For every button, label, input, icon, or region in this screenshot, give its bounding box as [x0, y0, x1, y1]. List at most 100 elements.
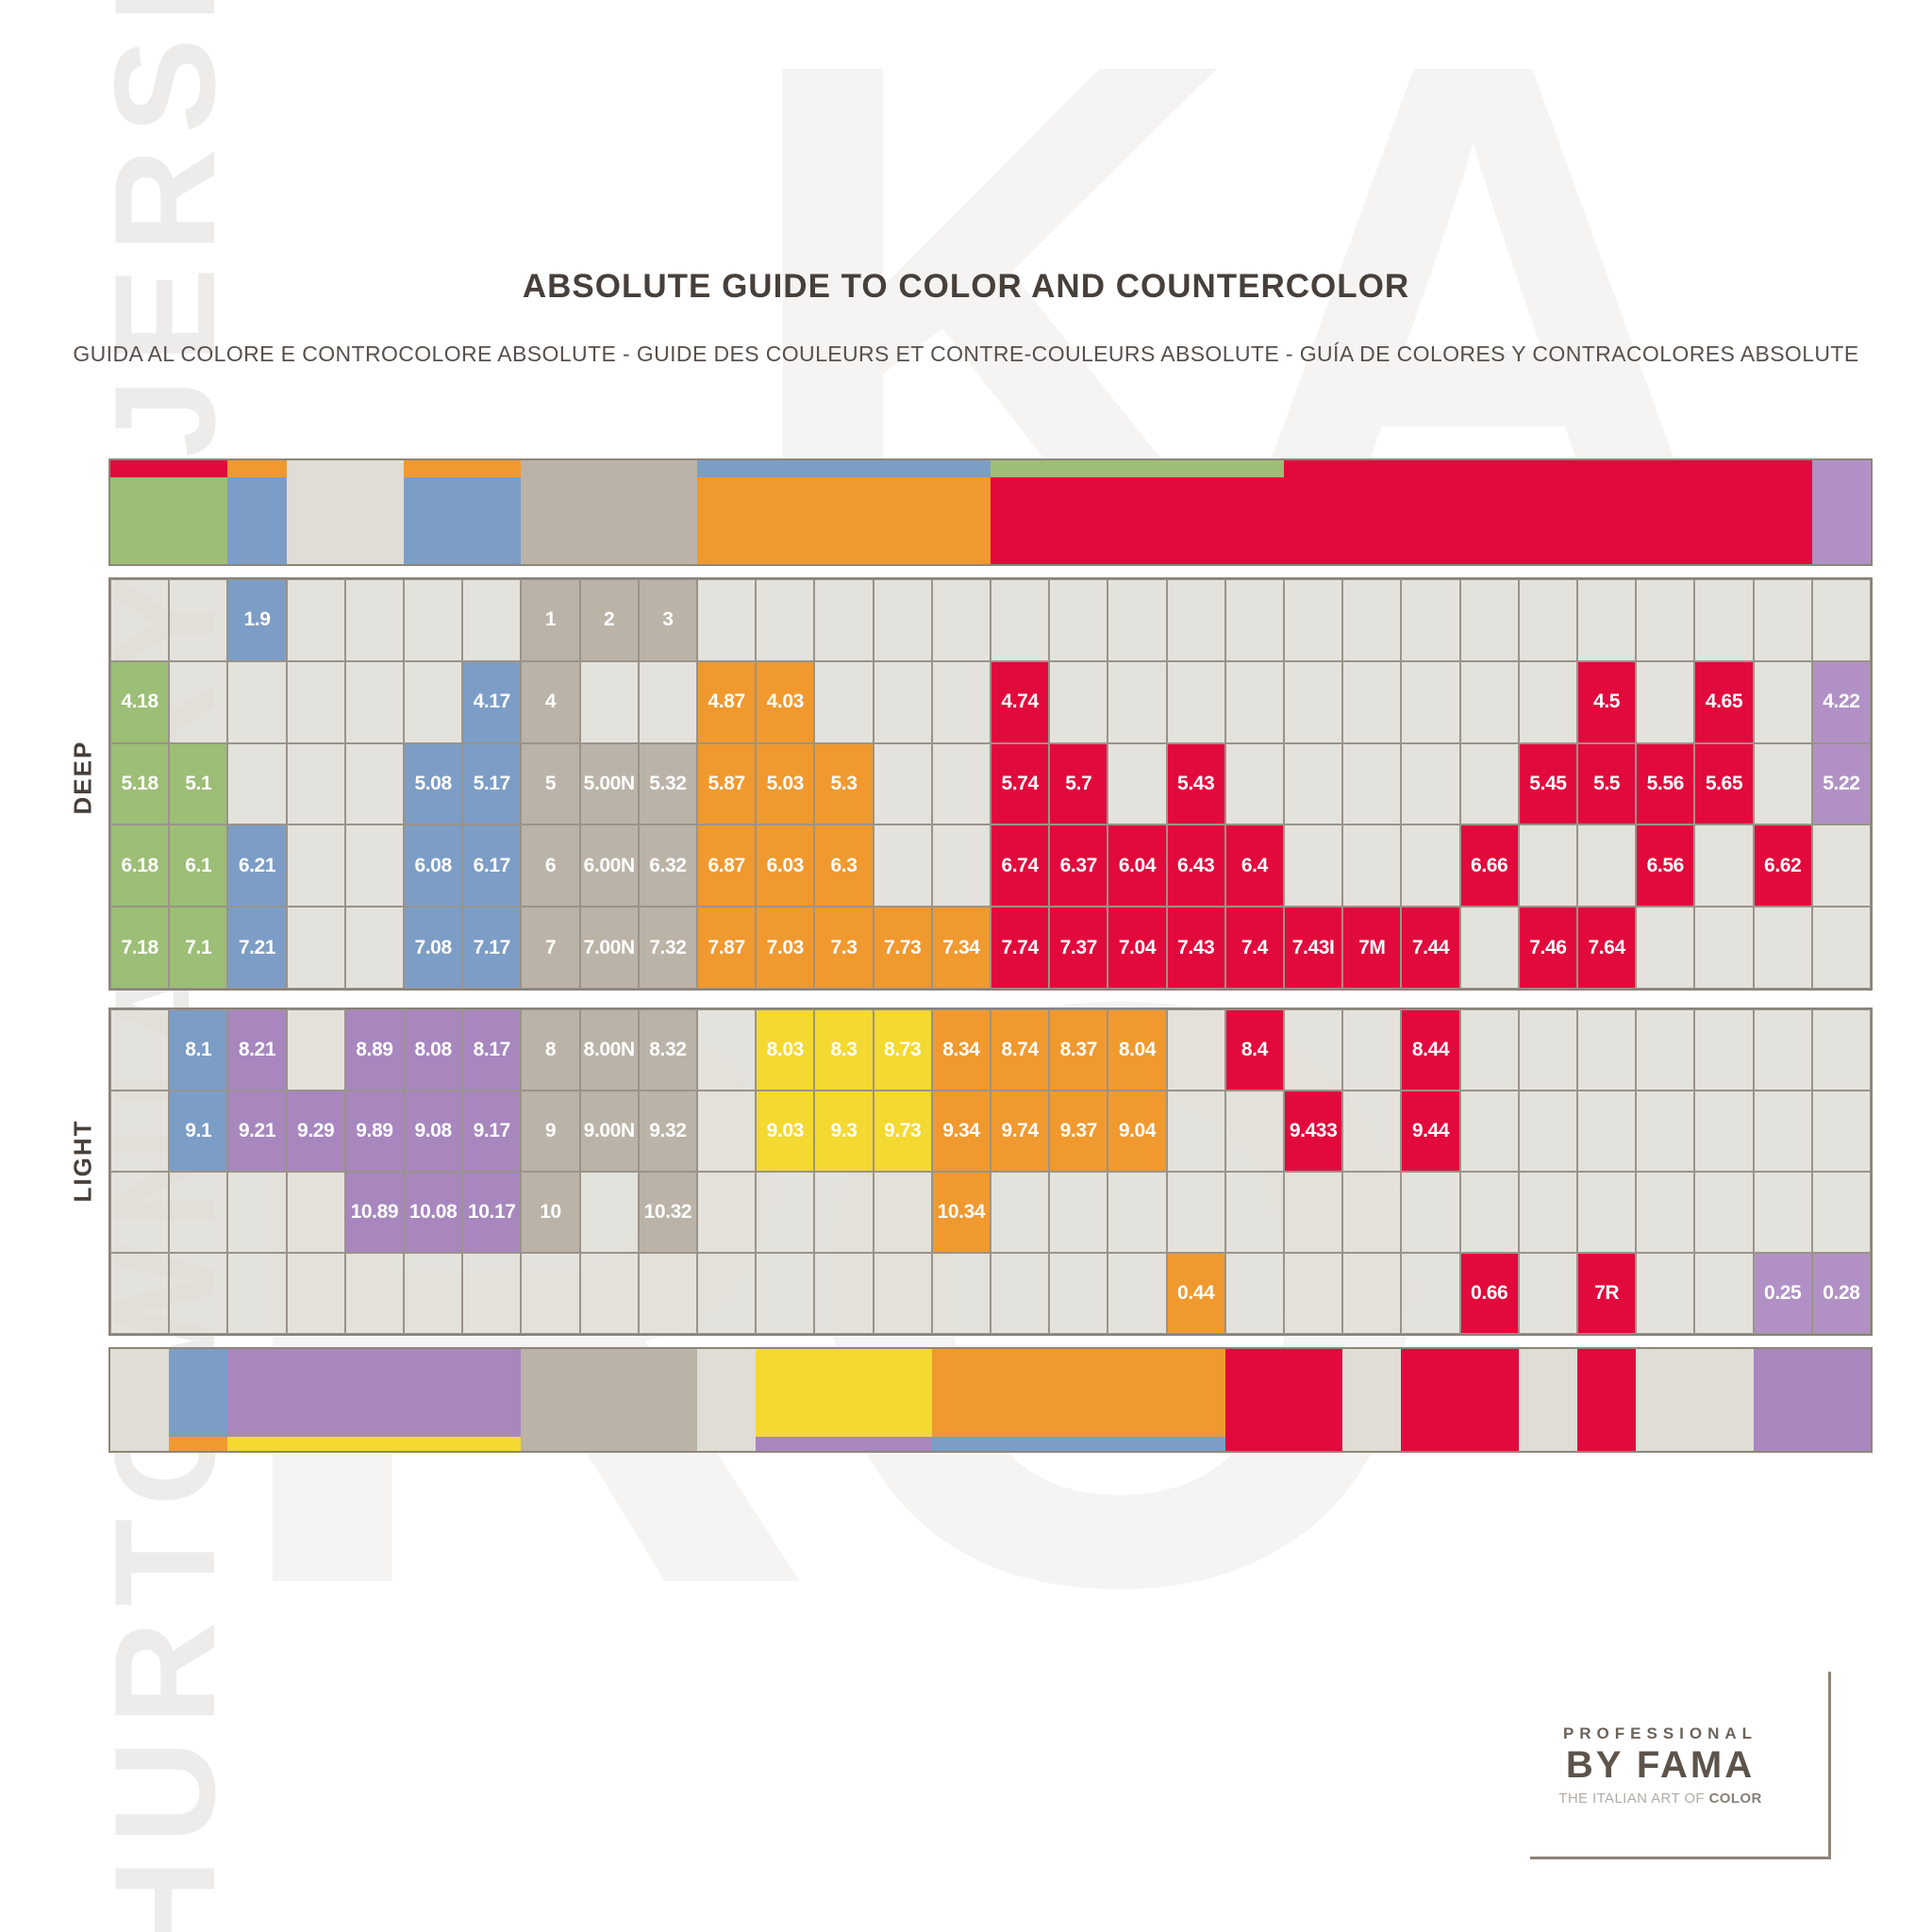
empty-cell — [1694, 1009, 1754, 1091]
color-cell: 5.18 — [110, 742, 170, 825]
color-cell: 9.03 — [756, 1091, 815, 1172]
empty-cell — [521, 1253, 580, 1334]
color-cell: 8.32 — [638, 1009, 697, 1091]
empty-cell — [991, 1253, 1050, 1334]
empty-cell — [1577, 1009, 1637, 1091]
band-main — [227, 1349, 522, 1437]
color-cell: 5 — [521, 742, 580, 825]
color-cell: 9.34 — [931, 1091, 991, 1172]
empty-cell — [462, 579, 522, 661]
empty-cell — [1753, 1009, 1812, 1091]
chart-title: ABSOLUTE GUIDE TO COLOR AND COUNTERCOLOR — [522, 268, 1410, 305]
empty-cell — [814, 1172, 874, 1253]
band-strip — [286, 460, 404, 477]
empty-cell — [286, 1172, 345, 1253]
empty-cell — [1577, 1172, 1637, 1253]
empty-cell — [1459, 1009, 1519, 1091]
empty-cell — [1049, 579, 1108, 661]
empty-cell — [1753, 1091, 1812, 1172]
empty-cell — [579, 1253, 639, 1334]
color-cell: 8.44 — [1401, 1009, 1460, 1091]
empty-cell — [1284, 1009, 1343, 1091]
band-main — [931, 1349, 1225, 1437]
band-strip — [227, 1437, 522, 1451]
band-segment — [1577, 1349, 1637, 1451]
band-main — [1636, 1349, 1754, 1437]
empty-cell — [697, 1253, 757, 1334]
color-cell: 7.03 — [756, 907, 815, 989]
color-cell: 7.46 — [1518, 907, 1577, 989]
color-cell: 7.74 — [991, 907, 1050, 989]
band-strip — [1283, 460, 1812, 477]
empty-cell — [1166, 1172, 1225, 1253]
color-cell: 8.37 — [1049, 1009, 1108, 1091]
empty-cell — [1459, 660, 1519, 743]
color-cell: 6.32 — [638, 824, 697, 908]
empty-cell — [1108, 1172, 1167, 1253]
band-strip — [1518, 1437, 1577, 1451]
band-main — [1283, 477, 1812, 564]
empty-cell — [404, 579, 463, 661]
empty-cell — [1636, 1091, 1695, 1172]
color-cell: 6.00N — [579, 824, 639, 908]
band-segment — [110, 460, 228, 564]
color-cell: 7R — [1577, 1253, 1637, 1334]
color-cell: 7.00N — [579, 907, 639, 989]
color-cell: 9 — [521, 1091, 580, 1172]
band-main — [696, 477, 991, 564]
color-cell: 4.5 — [1577, 660, 1637, 743]
empty-cell — [1401, 660, 1460, 743]
empty-cell — [873, 1253, 932, 1334]
empty-cell — [697, 1091, 757, 1172]
empty-cell — [227, 1253, 287, 1334]
empty-cell — [462, 1253, 522, 1334]
empty-cell — [1166, 579, 1225, 661]
empty-cell — [1753, 1172, 1812, 1253]
color-cell: 5.65 — [1694, 742, 1754, 825]
band-segment — [169, 1349, 228, 1451]
empty-cell — [814, 660, 874, 743]
color-cell: 5.22 — [1811, 742, 1871, 825]
empty-cell — [1811, 1091, 1871, 1172]
color-cell: 0.25 — [1753, 1253, 1812, 1334]
empty-cell — [1577, 1091, 1637, 1172]
empty-cell — [169, 579, 228, 661]
color-cell: 4.03 — [756, 660, 815, 743]
empty-cell — [1401, 742, 1460, 825]
empty-cell — [227, 742, 287, 825]
color-cell: 6.66 — [1459, 824, 1519, 908]
color-cell: 4 — [521, 660, 580, 743]
color-cell: 4.87 — [697, 660, 757, 743]
empty-cell — [1342, 1009, 1402, 1091]
band-segment — [286, 460, 404, 564]
empty-cell — [1518, 1172, 1577, 1253]
empty-cell — [1518, 1009, 1577, 1091]
color-cell: 6.4 — [1224, 824, 1284, 908]
empty-cell — [1401, 1172, 1460, 1253]
color-cell: 1.9 — [227, 579, 287, 661]
band-main — [169, 1349, 228, 1437]
color-cell: 6.87 — [697, 824, 757, 908]
empty-cell — [1284, 1253, 1343, 1334]
empty-cell — [169, 1172, 228, 1253]
band-segment — [1283, 460, 1812, 564]
color-cell: 9.32 — [638, 1091, 697, 1172]
color-cell: 10 — [521, 1172, 580, 1253]
color-cell: 4.22 — [1811, 660, 1871, 743]
color-cell: 9.04 — [1108, 1091, 1167, 1172]
empty-cell — [1811, 907, 1871, 989]
color-grid-light: 8.1 8.21 8.89 8.08 8.17 8 8.00N 8.32 8.03 8.3 8.73… — [108, 1008, 1873, 1336]
color-cell: 10.34 — [931, 1172, 991, 1253]
empty-cell — [1108, 660, 1167, 743]
color-cell: 8.03 — [756, 1009, 815, 1091]
color-cell: 7.43 — [1166, 907, 1225, 989]
color-cell: 0.28 — [1811, 1253, 1871, 1334]
empty-cell — [1459, 742, 1519, 825]
color-cell: 2 — [579, 579, 639, 661]
band-strip — [521, 460, 697, 477]
color-cell: 6.37 — [1049, 824, 1108, 908]
color-cell: 8.74 — [991, 1009, 1050, 1091]
band-segment — [931, 1349, 1225, 1451]
color-cell: 5.45 — [1518, 742, 1577, 825]
color-cell: 4.17 — [462, 660, 522, 743]
